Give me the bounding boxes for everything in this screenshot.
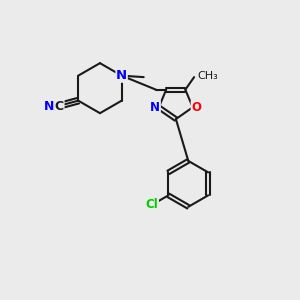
- Text: O: O: [191, 101, 201, 114]
- Text: C: C: [55, 100, 64, 113]
- Text: Cl: Cl: [146, 198, 158, 211]
- Text: N: N: [116, 69, 127, 82]
- Text: N: N: [150, 101, 160, 114]
- Text: N: N: [44, 100, 54, 113]
- Text: CH₃: CH₃: [198, 71, 218, 81]
